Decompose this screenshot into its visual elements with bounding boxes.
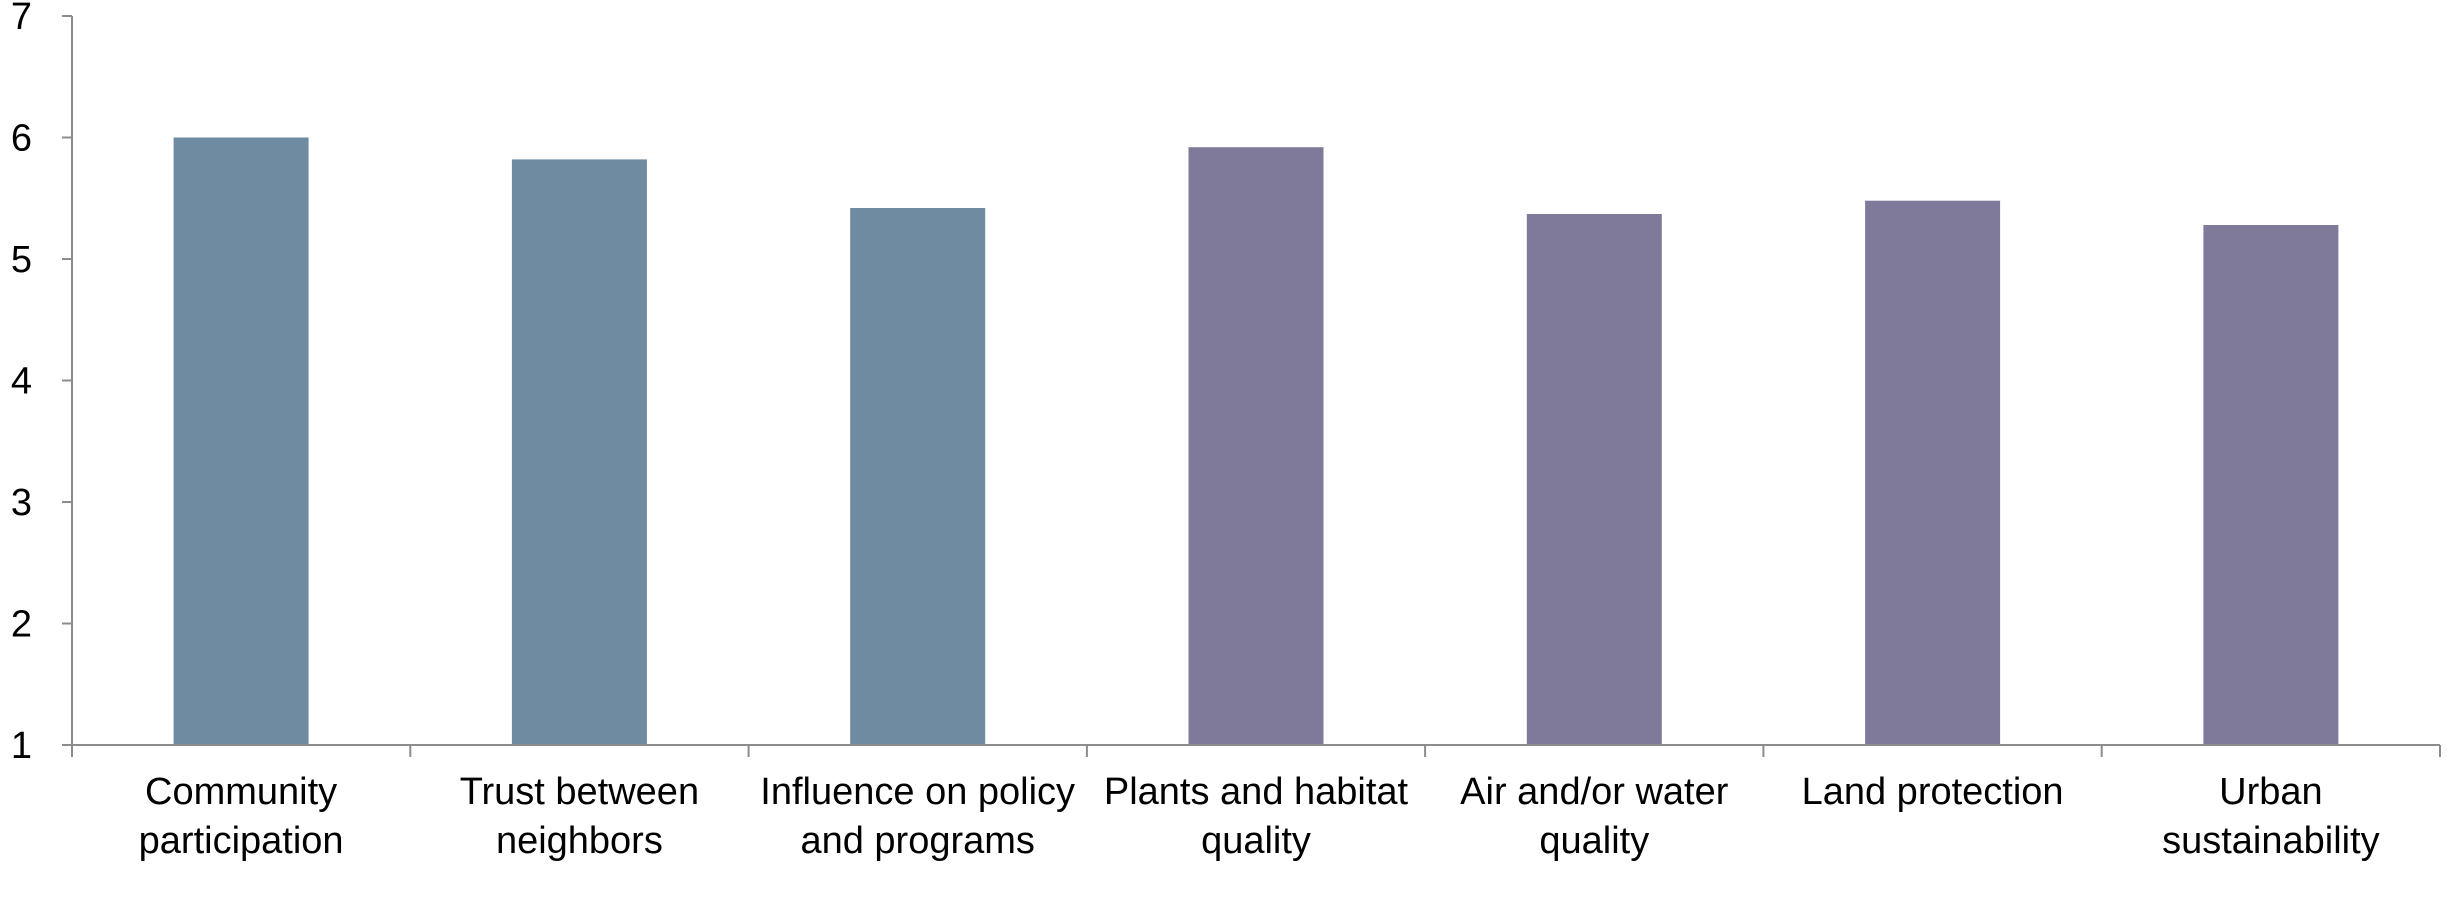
bars-group bbox=[173, 137, 2339, 745]
y-tick-label: 7 bbox=[11, 0, 32, 38]
x-tick-label: Air and/or water quality bbox=[1460, 771, 1729, 862]
y-tick-label: 4 bbox=[11, 361, 32, 403]
x-tick-label: Trust between neighbors bbox=[459, 771, 700, 862]
bar-1 bbox=[173, 137, 309, 745]
y-tick-label: 2 bbox=[11, 604, 32, 646]
y-axis-ticks: 1 2 3 4 5 6 7 bbox=[11, 0, 72, 767]
x-tick-label: Urban sustainability bbox=[2162, 771, 2380, 862]
x-tick-label: Community participation bbox=[138, 771, 344, 862]
bar-7 bbox=[2203, 225, 2339, 745]
bar-4 bbox=[1188, 147, 1324, 745]
y-tick-label: 5 bbox=[11, 239, 32, 281]
x-tick-label: Influence on policy and programs bbox=[760, 771, 1076, 862]
bar-3 bbox=[850, 208, 986, 745]
y-tick-label: 3 bbox=[11, 482, 32, 524]
bar-5 bbox=[1526, 214, 1662, 745]
bar-2 bbox=[511, 159, 647, 745]
bar-6 bbox=[1865, 200, 2001, 745]
y-tick-label: 6 bbox=[11, 118, 32, 160]
y-tick-label: 1 bbox=[11, 725, 32, 767]
x-tick-label: Land protection bbox=[1801, 771, 2064, 813]
x-tick-label: Plants and habitat quality bbox=[1103, 771, 1409, 862]
